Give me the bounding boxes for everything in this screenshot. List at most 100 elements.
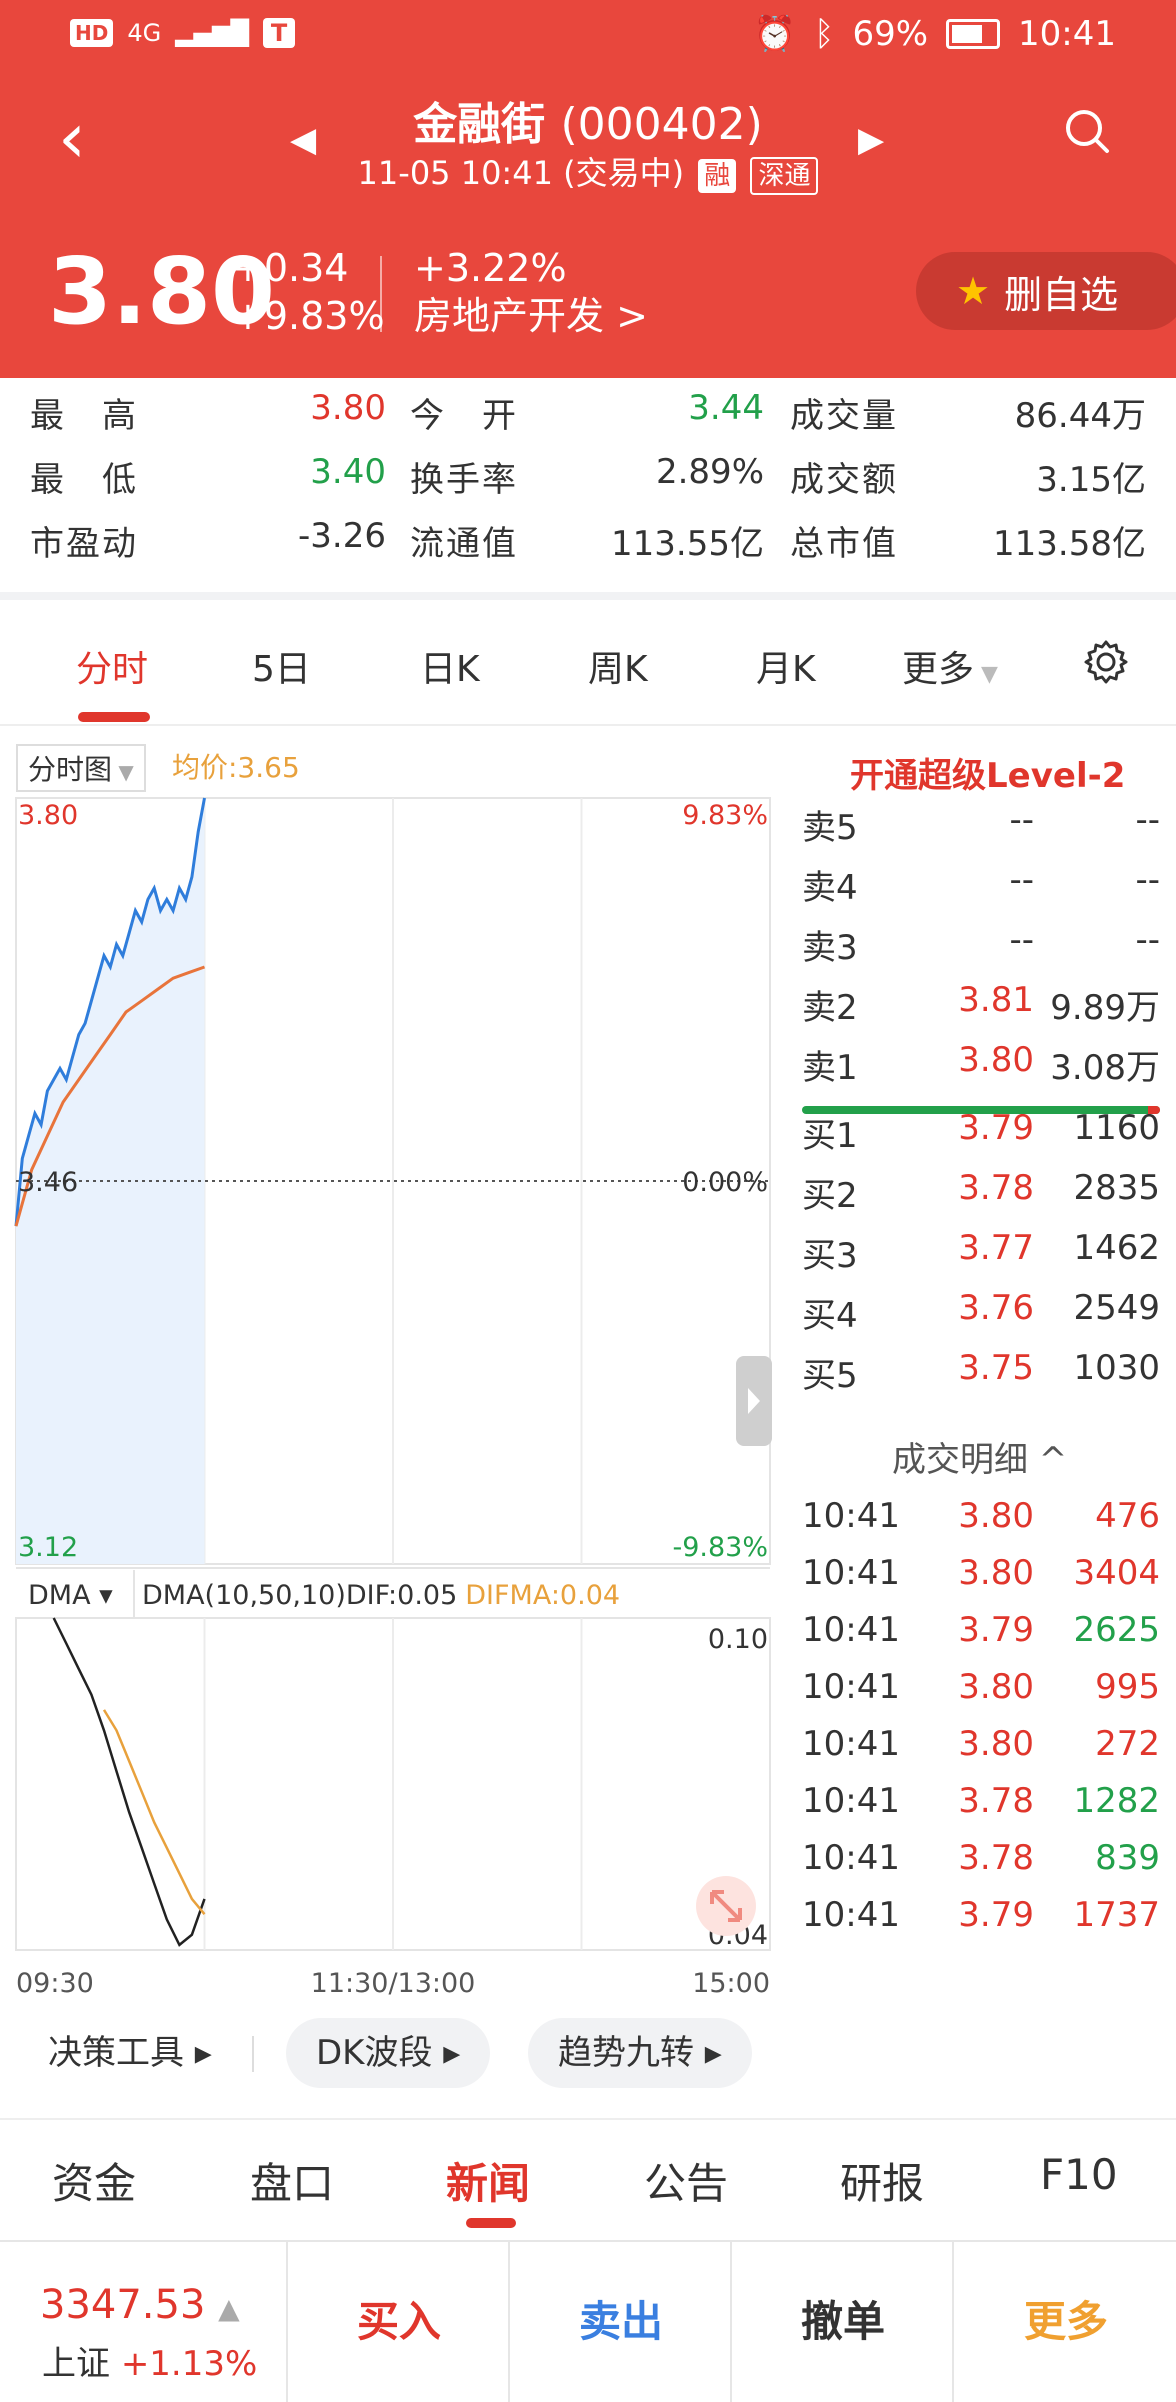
battery-percent: 69% [852, 14, 929, 54]
trade-price: 3.78 [958, 1838, 1034, 1878]
info-tabs: 资金 盘口 新闻 公告 研报 F10 [0, 2118, 1176, 2230]
pct-mid-label: 0.00% [682, 1167, 768, 1198]
tab-research[interactable]: 研报 [840, 2159, 925, 2208]
prev-stock-icon[interactable]: ◀ [290, 120, 317, 160]
index-value[interactable]: 3347.53 ▲ [40, 2282, 240, 2328]
book-side: 买5 [802, 1356, 858, 1396]
sector-info[interactable]: +3.22% 房地产开发 > [414, 244, 648, 340]
sector-percent: +3.22% [414, 246, 567, 290]
tab-order-panel[interactable]: 盘口 [250, 2159, 335, 2208]
tab-announcements[interactable]: 公告 [644, 2159, 729, 2208]
order-book-row[interactable]: 卖3 -- -- [800, 920, 1160, 980]
tab-daily-k[interactable]: 日K [420, 649, 480, 690]
book-volume: 2549 [1073, 1288, 1160, 1328]
search-icon[interactable] [1062, 106, 1110, 154]
intraday-chart[interactable]: 分时图 ▼ 均价:3.65 3.80 3.46 3.12 9.83% 0.00% -9.8… [0, 726, 790, 2016]
chevron-down-icon: ▼ [112, 760, 134, 784]
stat-label: 流通值 [410, 524, 518, 564]
order-book-row[interactable]: 卖5 -- -- [800, 800, 1160, 860]
watch-button-label: 删自选 [1004, 272, 1119, 317]
sector-link[interactable]: 房地产开发 > [414, 294, 648, 338]
sell-button[interactable]: 卖出 [508, 2242, 732, 2402]
chart-mode-dropdown[interactable]: 分时图 ▼ [16, 744, 146, 792]
trade-detail-toggle[interactable]: 成交明细 ^ [892, 1440, 1068, 1480]
book-price: -- [1009, 800, 1034, 840]
stat-label: 换手率 [410, 460, 518, 500]
divider [380, 256, 382, 332]
change-amount: +0.34 [232, 246, 349, 290]
tab-more[interactable]: 更多 ▼ [902, 640, 998, 692]
dma-mode-dropdown[interactable]: DMA ▾ [28, 1580, 113, 1611]
stat-label: 总市值 [790, 524, 898, 564]
book-volume: -- [1135, 920, 1160, 960]
hd-badge: HD [70, 19, 114, 47]
expand-arrows [710, 1890, 742, 1922]
analysis-tools: 决策工具 ▸ DK波段 ▸ 趋势九转 ▸ [0, 2000, 1176, 2112]
difma-label: DIFMA:0.04 [465, 1580, 620, 1611]
trade-price: 3.79 [958, 1610, 1034, 1650]
trade-volume: 2625 [1073, 1610, 1160, 1650]
trade-row: 10:41 3.78 839 [800, 1838, 1160, 1898]
order-book-row[interactable]: 卖2 3.81 9.89万 [800, 980, 1160, 1040]
cancel-order-button[interactable]: 撤单 [730, 2242, 954, 2402]
tab-5day[interactable]: 5日 [252, 649, 311, 690]
trade-time: 10:41 [802, 1838, 900, 1878]
book-price: -- [1009, 860, 1034, 900]
bid-ask-ratio-bar [802, 1106, 1160, 1114]
book-side: 卖2 [802, 988, 858, 1028]
order-book-row[interactable]: 买1 3.79 1160 [800, 1108, 1160, 1168]
bluetooth-icon: ᛒ [814, 14, 835, 54]
stat-value: 3.15亿 [1036, 460, 1146, 500]
order-book-row[interactable]: 买2 3.78 2835 [800, 1168, 1160, 1228]
remove-watchlist-button[interactable]: ★ 删自选 [916, 252, 1176, 330]
stats-row: 最 高 3.80 今 开 3.44 成交量 86.44万 [0, 388, 1176, 452]
stock-title: 金融街 (000402) [0, 88, 1176, 152]
back-icon[interactable]: ‹ [58, 97, 86, 179]
active-tab-indicator [466, 2218, 516, 2228]
trade-price: 3.80 [958, 1553, 1034, 1593]
level2-upgrade-link[interactable]: 开通超级Level-2 [850, 756, 1126, 796]
book-volume: 3.08万 [1050, 1048, 1160, 1088]
tab-funds[interactable]: 资金 [52, 2159, 137, 2208]
stat-label: 成交量 [790, 396, 898, 436]
stat-value: 3.80 [310, 388, 386, 428]
dk-band-button[interactable]: DK波段 ▸ [286, 2018, 491, 2088]
order-book-row[interactable]: 卖4 -- -- [800, 860, 1160, 920]
tab-intraday[interactable]: 分时 [76, 649, 149, 690]
book-price: 3.75 [958, 1348, 1034, 1388]
order-book-row[interactable]: 买3 3.77 1462 [800, 1228, 1160, 1288]
more-button[interactable]: 更多 [952, 2242, 1176, 2402]
connect-tag: 深通 [750, 157, 819, 195]
trade-volume: 3404 [1073, 1553, 1160, 1593]
tab-news[interactable]: 新闻 [446, 2159, 531, 2208]
order-book-row[interactable]: 买5 3.75 1030 [800, 1348, 1160, 1408]
index-name-label: 上证 [42, 2344, 110, 2384]
trade-time: 10:41 [802, 1724, 900, 1764]
stat-label: 最 低 [30, 460, 138, 500]
order-book-row[interactable]: 买4 3.76 2549 [800, 1288, 1160, 1348]
book-price: 3.77 [958, 1228, 1034, 1268]
y-mid-label: 3.46 [18, 1167, 78, 1198]
trend-nine-button[interactable]: 趋势九转 ▸ [528, 2018, 752, 2088]
y-bottom-label: 3.12 [18, 1532, 78, 1563]
trade-price: 3.80 [958, 1496, 1034, 1536]
decision-tools-button[interactable]: 决策工具 ▸ [48, 2033, 212, 2073]
order-book-row[interactable]: 卖1 3.80 3.08万 [800, 1040, 1160, 1100]
buy-button[interactable]: 买入 [286, 2242, 510, 2402]
active-tab-indicator [78, 712, 150, 722]
trade-volume: 476 [1095, 1496, 1160, 1536]
gear-icon[interactable] [1082, 638, 1130, 686]
pct-top-label: 9.83% [682, 800, 768, 831]
status-bar: HD 4G ▂▄▆█ T ⏰ ᛒ 69% 10:41 [0, 0, 1176, 72]
trade-time: 10:41 [802, 1667, 900, 1707]
stat-label: 今 开 [410, 396, 518, 436]
tab-f10[interactable]: F10 [1040, 2150, 1118, 2199]
trade-price: 3.80 [958, 1667, 1034, 1707]
tab-weekly-k[interactable]: 周K [588, 649, 648, 690]
trade-row: 10:41 3.80 272 [800, 1724, 1160, 1784]
tab-monthly-k[interactable]: 月K [756, 649, 816, 690]
next-stock-icon[interactable]: ▶ [858, 120, 885, 160]
x-label-midday: 11:30/13:00 [311, 1968, 476, 1999]
stock-header: HD 4G ▂▄▆█ T ⏰ ᛒ 69% 10:41 ‹ ◀ 金融街 (0004… [0, 0, 1176, 378]
stats-row: 最 低 3.40 换手率 2.89% 成交额 3.15亿 [0, 452, 1176, 516]
